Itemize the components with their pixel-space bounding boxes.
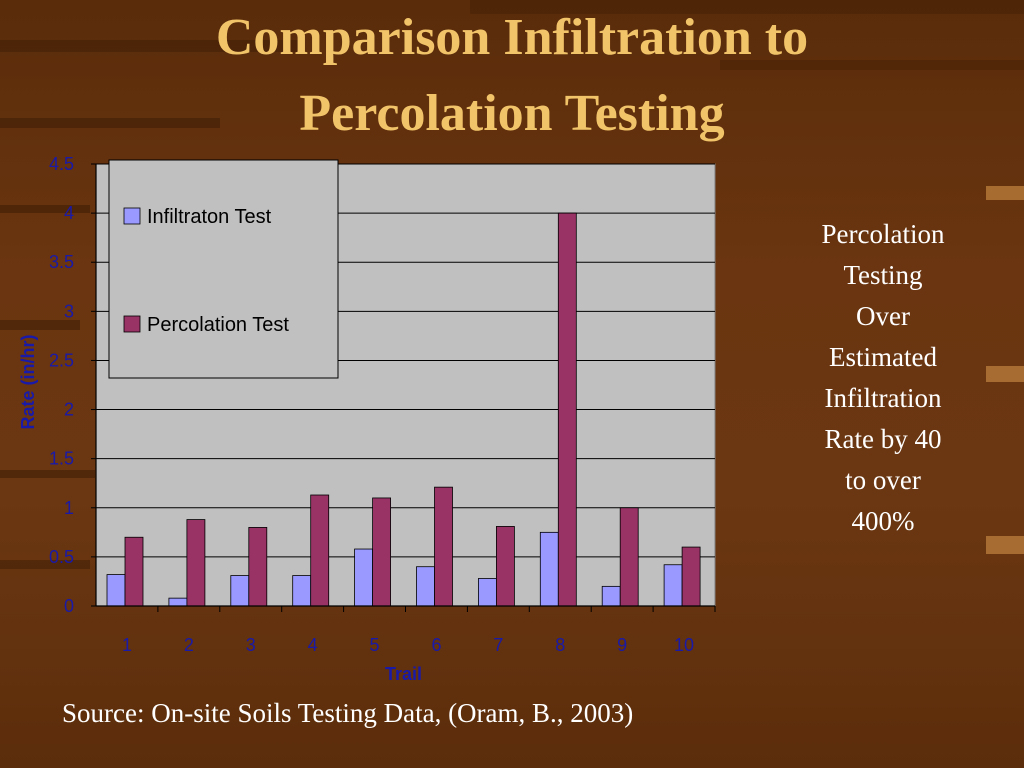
- y-tick-label: 0: [64, 596, 74, 616]
- legend-box: [108, 159, 339, 379]
- x-tick-label: 7: [493, 635, 503, 655]
- bar-percolation: [434, 486, 453, 607]
- y-tick-label: 0.5: [49, 547, 74, 567]
- x-tick-label: 5: [370, 635, 380, 655]
- title-line-1: Comparison Infiltration to: [215, 9, 809, 66]
- bar-infiltration: [663, 564, 683, 607]
- y-tick-label: 4: [64, 203, 74, 223]
- y-tick-label: 1.5: [49, 449, 74, 469]
- bar-percolation: [248, 527, 268, 607]
- side-note-line: Estimated: [829, 342, 937, 372]
- bar-infiltration: [168, 597, 188, 607]
- x-tick-label: 4: [308, 635, 318, 655]
- side-note: Percolation Testing Over Estimated Infil…: [800, 214, 966, 542]
- bar-infiltration: [477, 578, 497, 607]
- y-tick-label: 2.5: [49, 350, 74, 370]
- side-note-line: Percolation: [821, 219, 945, 249]
- x-tick-label: 2: [184, 635, 194, 655]
- side-note-line: Over: [856, 301, 910, 331]
- legend-swatch-infiltration: [123, 207, 141, 225]
- y-tick-label: 3.5: [49, 252, 74, 272]
- bar-percolation: [619, 507, 639, 607]
- side-note-line: Testing: [843, 260, 923, 290]
- side-note-line: 400%: [851, 506, 915, 536]
- legend-swatch-percolation: [123, 315, 141, 333]
- legend-label-percolation: Percolation Test: [147, 314, 289, 336]
- bar-infiltration: [354, 548, 374, 607]
- y-axis-title: Rate (in/hr): [18, 334, 38, 429]
- x-tick-label: 3: [246, 635, 256, 655]
- x-tick-label: 10: [674, 635, 694, 655]
- y-tick-label: 1: [64, 498, 74, 518]
- side-note-line: Rate by 40: [824, 424, 942, 454]
- title-line-2: Percolation Testing: [299, 85, 725, 142]
- bar-infiltration: [106, 574, 126, 607]
- source-caption: Source: On-site Soils Testing Data, (Ora…: [62, 698, 634, 728]
- bar-infiltration: [230, 575, 250, 607]
- y-tick-label: 3: [64, 301, 74, 321]
- bar-percolation: [495, 526, 515, 607]
- bar-infiltration: [292, 575, 312, 607]
- page-title: Comparison Infiltration to Percolation T…: [0, 0, 1024, 152]
- x-tick-label: 8: [555, 635, 565, 655]
- x-tick-label: 9: [617, 635, 627, 655]
- x-axis-title: Trail: [385, 664, 422, 684]
- bar-infiltration: [416, 566, 435, 607]
- bar-percolation: [372, 497, 392, 607]
- bar-percolation: [681, 546, 701, 607]
- side-note-line: to over: [845, 465, 921, 495]
- legend-label-infiltration: Infiltraton Test: [147, 206, 272, 228]
- y-tick-label: 4.5: [49, 154, 74, 174]
- bar-percolation: [124, 536, 144, 607]
- x-tick-label: 6: [431, 635, 441, 655]
- side-note-line: Infiltration: [824, 383, 942, 413]
- bar-infiltration: [601, 585, 621, 607]
- bar-percolation: [557, 212, 577, 607]
- y-tick-label: 2: [64, 400, 74, 420]
- bar-percolation: [310, 494, 330, 607]
- x-tick-label: 1: [122, 635, 132, 655]
- bar-percolation: [186, 519, 206, 607]
- bar-infiltration: [539, 531, 559, 607]
